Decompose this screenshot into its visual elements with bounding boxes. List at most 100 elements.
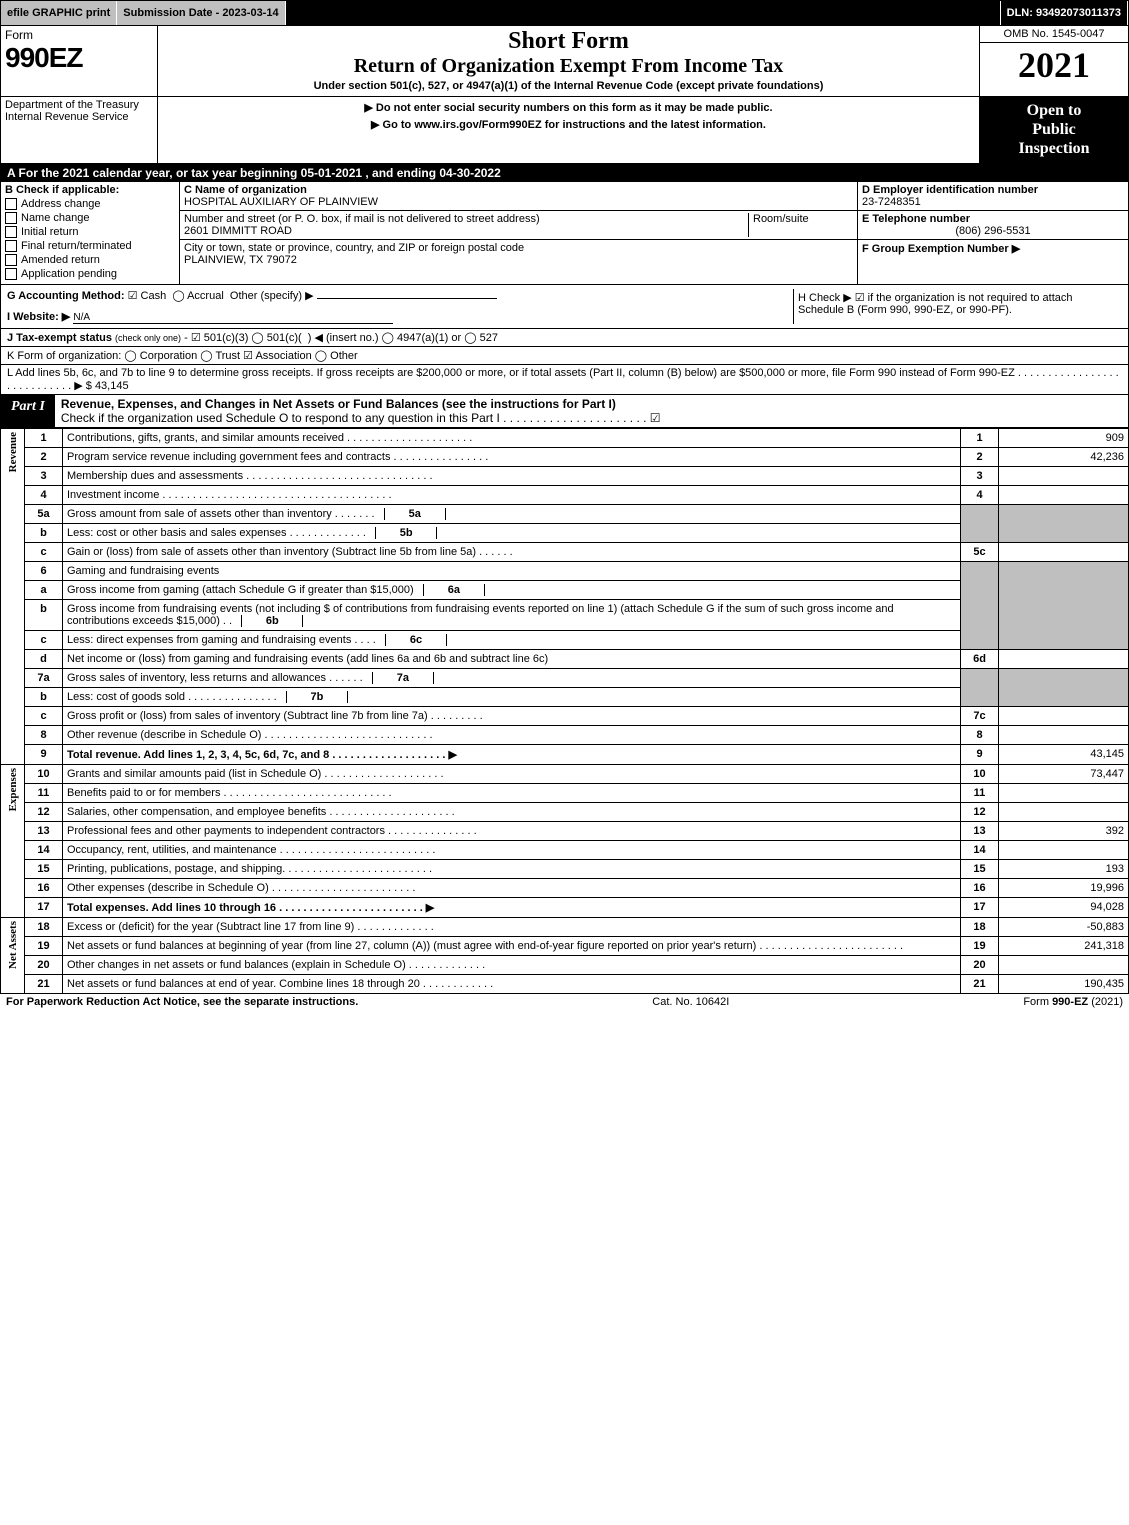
short-form-label: Short Form	[164, 28, 973, 55]
ssn-warning: ▶ Do not enter social security numbers o…	[162, 101, 975, 114]
part-1-title: Revenue, Expenses, and Changes in Net As…	[61, 397, 616, 411]
line-2-amt: 42,236	[999, 447, 1129, 466]
line-8-amt	[999, 725, 1129, 744]
accounting-other: Other (specify) ▶	[230, 290, 314, 302]
line-7a-desc: Gross sales of inventory, less returns a…	[63, 668, 961, 687]
line-19-amt: 241,318	[999, 936, 1129, 955]
goto-link[interactable]: ▶ Go to www.irs.gov/Form990EZ for instru…	[162, 118, 975, 131]
line-13-desc: Professional fees and other payments to …	[63, 821, 961, 840]
line-19-desc: Net assets or fund balances at beginning…	[63, 936, 961, 955]
line-2-desc: Program service revenue including govern…	[63, 447, 961, 466]
line-5b-desc: Less: cost or other basis and sales expe…	[63, 523, 961, 542]
line-16-desc: Other expenses (describe in Schedule O) …	[63, 878, 961, 897]
line-13-amt: 392	[999, 821, 1129, 840]
dln: DLN: 93492073011373	[1001, 1, 1128, 25]
checkbox-application-pending[interactable]	[5, 268, 17, 280]
section-h: H Check ▶ ☑ if the organization is not r…	[793, 289, 1122, 324]
section-f-label: F Group Exemption Number ▶	[862, 243, 1020, 255]
part-1-subtitle: Check if the organization used Schedule …	[61, 411, 661, 425]
line-14-amt	[999, 840, 1129, 859]
side-revenue: Revenue	[1, 428, 25, 764]
accounting-accrual: Accrual	[187, 290, 224, 302]
section-j: J Tax-exempt status (check only one) - ☑…	[0, 329, 1129, 347]
efile-print[interactable]: efile GRAPHIC print	[1, 1, 117, 25]
checkbox-final-return[interactable]	[5, 240, 17, 252]
phone-value: (806) 296-5531	[862, 225, 1124, 237]
line-10-amt: 73,447	[999, 764, 1129, 783]
line-6d-amt	[999, 649, 1129, 668]
line-18-amt: -50,883	[999, 917, 1129, 936]
top-bar: efile GRAPHIC print Submission Date - 20…	[0, 0, 1129, 26]
section-c-name-label: C Name of organization	[184, 184, 307, 196]
line-20-desc: Other changes in net assets or fund bala…	[63, 955, 961, 974]
line-6-desc: Gaming and fundraising events	[63, 561, 961, 580]
org-city: PLAINVIEW, TX 79072	[184, 254, 297, 266]
line-6b-desc: Gross income from fundraising events (no…	[63, 599, 961, 630]
line-6c-desc: Less: direct expenses from gaming and fu…	[63, 630, 961, 649]
line-11-amt	[999, 783, 1129, 802]
line-10-desc: Grants and similar amounts paid (list in…	[63, 764, 961, 783]
line-15-amt: 193	[999, 859, 1129, 878]
line-5a-desc: Gross amount from sale of assets other t…	[63, 504, 961, 523]
section-d-label: D Employer identification number	[862, 184, 1038, 196]
line-21-amt: 190,435	[999, 974, 1129, 993]
line-18-desc: Excess or (deficit) for the year (Subtra…	[63, 917, 961, 936]
form-title: Return of Organization Exempt From Incom…	[164, 55, 973, 78]
side-net-assets: Net Assets	[1, 917, 25, 993]
section-l: L Add lines 5b, 6c, and 7b to line 9 to …	[0, 365, 1129, 395]
form-subtitle: Under section 501(c), 527, or 4947(a)(1)…	[164, 78, 973, 94]
line-1-amt: 909	[999, 428, 1129, 447]
line-4-amt	[999, 485, 1129, 504]
checkbox-name-change[interactable]	[5, 212, 17, 224]
line-3-desc: Membership dues and assessments . . . . …	[63, 466, 961, 485]
line-4-desc: Investment income . . . . . . . . . . . …	[63, 485, 961, 504]
section-g-label: G Accounting Method:	[7, 290, 125, 302]
line-20-amt	[999, 955, 1129, 974]
org-street: 2601 DIMMITT ROAD	[184, 225, 292, 237]
ein-value: 23-7248351	[862, 196, 921, 208]
line-5c-desc: Gain or (loss) from sale of assets other…	[63, 542, 961, 561]
line-11-desc: Benefits paid to or for members . . . . …	[63, 783, 961, 802]
section-e-label: E Telephone number	[862, 213, 970, 225]
row-g-h: G Accounting Method: ☑ Cash ◯ Accrual Ot…	[0, 285, 1129, 329]
line-12-amt	[999, 802, 1129, 821]
line-7c-desc: Gross profit or (loss) from sales of inv…	[63, 706, 961, 725]
section-a-tax-year: A For the 2021 calendar year, or tax yea…	[0, 164, 1129, 182]
section-k: K Form of organization: ◯ Corporation ◯ …	[0, 347, 1129, 365]
line-9-amt: 43,145	[999, 744, 1129, 764]
tax-year: 2021	[980, 43, 1128, 87]
checkbox-amended-return[interactable]	[5, 254, 17, 266]
section-i-label: I Website: ▶	[7, 311, 70, 323]
checkbox-initial-return[interactable]	[5, 226, 17, 238]
website-value: N/A	[73, 312, 393, 324]
part-1-label: Part I	[1, 395, 55, 427]
omb-number: OMB No. 1545-0047	[980, 26, 1128, 43]
org-name: HOSPITAL AUXILIARY OF PLAINVIEW	[184, 196, 378, 208]
line-5c-amt	[999, 542, 1129, 561]
accounting-cash: Cash	[141, 290, 167, 302]
line-9-desc: Total revenue. Add lines 1, 2, 3, 4, 5c,…	[63, 744, 961, 764]
footer-right: Form 990-EZ (2021)	[1023, 996, 1123, 1008]
footer-left: For Paperwork Reduction Act Notice, see …	[6, 996, 358, 1008]
line-7b-desc: Less: cost of goods sold . . . . . . . .…	[63, 687, 961, 706]
revenue-table: Revenue 1 Contributions, gifts, grants, …	[0, 428, 1129, 994]
submission-date: Submission Date - 2023-03-14	[117, 1, 285, 25]
line-1-desc: Contributions, gifts, grants, and simila…	[63, 428, 961, 447]
open-to-public: Open to Public Inspection	[980, 97, 1128, 163]
room-label: Room/suite	[753, 213, 809, 225]
line-16-amt: 19,996	[999, 878, 1129, 897]
line-3-amt	[999, 466, 1129, 485]
gross-receipts: 43,145	[95, 380, 129, 392]
section-b-label: B Check if applicable:	[5, 184, 175, 196]
dept-label: Department of the Treasury Internal Reve…	[1, 97, 157, 163]
city-label: City or town, state or province, country…	[184, 242, 524, 254]
page-footer: For Paperwork Reduction Act Notice, see …	[0, 994, 1129, 1010]
line-6a-desc: Gross income from gaming (attach Schedul…	[63, 580, 961, 599]
form-header: Form 990EZ Short Form Return of Organiza…	[0, 26, 1129, 97]
side-expenses: Expenses	[1, 764, 25, 917]
line-14-desc: Occupancy, rent, utilities, and maintena…	[63, 840, 961, 859]
line-7c-amt	[999, 706, 1129, 725]
checkbox-address-change[interactable]	[5, 198, 17, 210]
line-12-desc: Salaries, other compensation, and employ…	[63, 802, 961, 821]
line-17-amt: 94,028	[999, 897, 1129, 917]
